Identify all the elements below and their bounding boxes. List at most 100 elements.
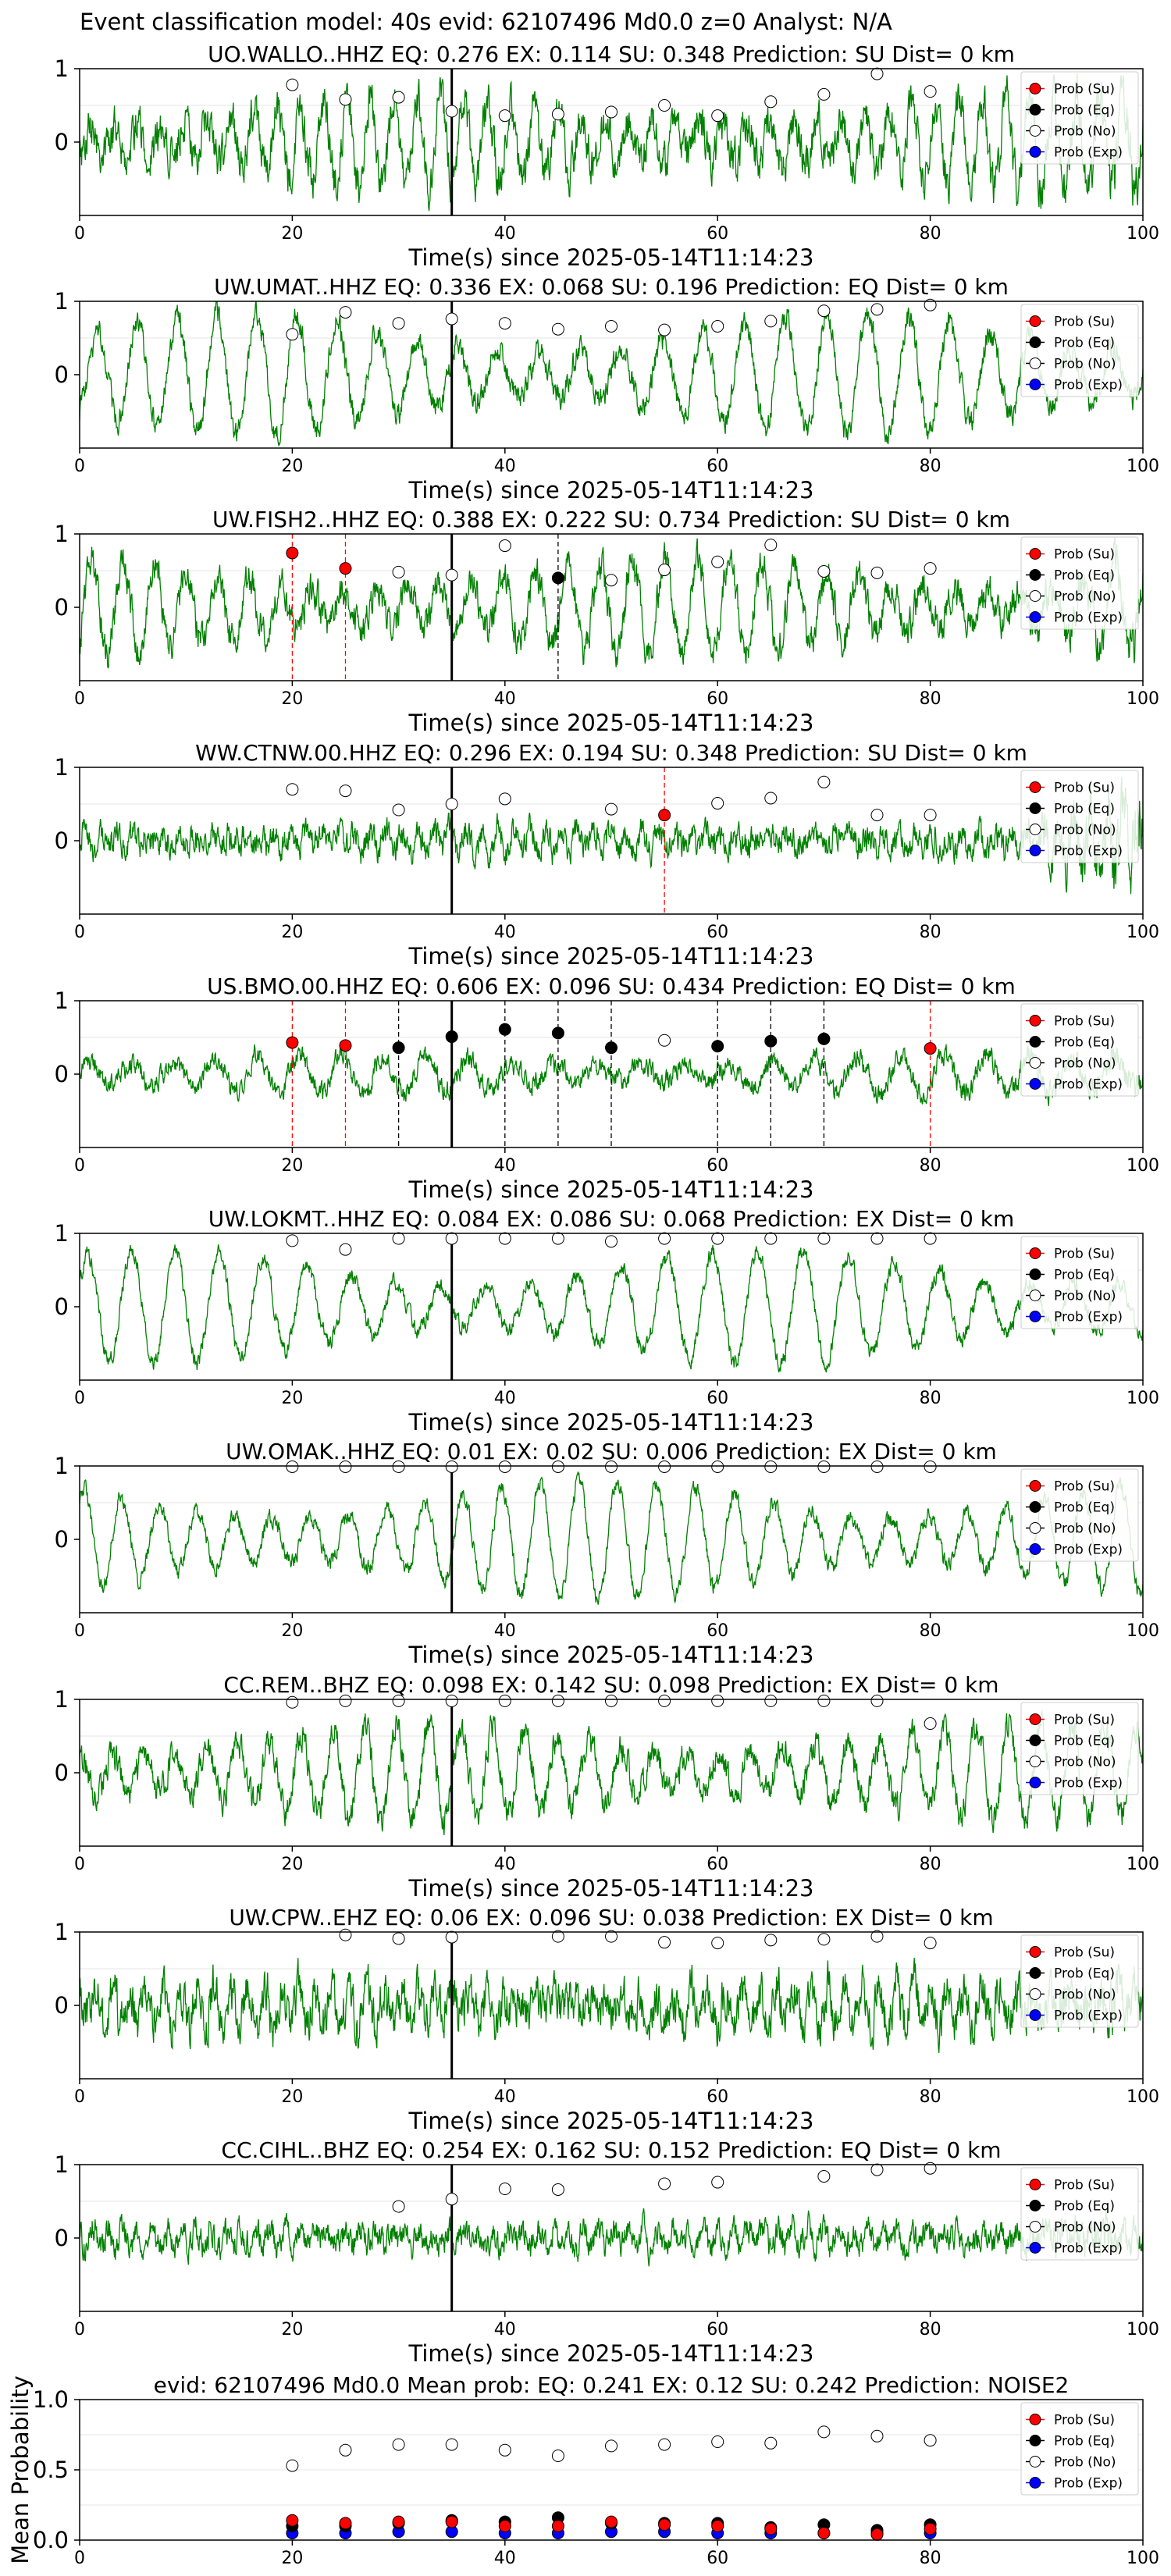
y-tick-label: 0 <box>55 1759 69 1786</box>
plot-area <box>80 301 1143 448</box>
legend-label-su: Prob (Su) <box>1054 1014 1115 1030</box>
x-tick-label: 100 <box>1127 457 1159 476</box>
prob-no-point <box>392 317 405 330</box>
legend-marker-su <box>1029 1713 1041 1725</box>
y-tick-label: 0 <box>55 2225 69 2251</box>
x-tick-label: 60 <box>707 2087 728 2107</box>
legend-box <box>1020 1468 1139 1562</box>
prob-no-point <box>498 792 511 806</box>
prob-su-point <box>817 2527 831 2539</box>
y-tick-label: 0 <box>55 594 69 621</box>
prob-no-point <box>551 1232 564 1245</box>
legend-box <box>1020 71 1139 165</box>
prob-no-point <box>924 1937 937 1950</box>
prob-no-point <box>445 568 458 582</box>
prob-no-point <box>658 323 671 336</box>
prob-eq-point <box>445 1030 458 1044</box>
prob-no-point <box>658 1936 671 1949</box>
legend-marker-eq <box>1029 1501 1041 1513</box>
waveform-trace <box>80 1244 1143 1373</box>
legend-box <box>1020 1934 1139 2028</box>
prob-no-point <box>286 1460 299 1473</box>
x-tick-label: 0 <box>74 2549 85 2568</box>
y-tick-label: 0 <box>55 1061 69 1087</box>
legend-marker-su <box>1029 548 1041 560</box>
prob-no-point <box>339 785 352 798</box>
prob-no-point <box>870 67 884 80</box>
prob-no-point <box>498 109 511 123</box>
prob-no-point <box>764 95 778 109</box>
legend-label-no: Prob (No) <box>1054 1987 1116 2003</box>
x-tick-label: 60 <box>707 2320 728 2339</box>
x-tick-label: 0 <box>74 2320 85 2339</box>
prob-no-point <box>870 1460 884 1473</box>
legend-marker-eq <box>1029 1967 1041 1979</box>
prob-no-point <box>924 1717 937 1731</box>
prob-no-point <box>605 319 618 333</box>
legend-label-eq: Prob (Eq) <box>1054 802 1115 817</box>
prob-no-point <box>339 93 352 106</box>
prob-no-point <box>286 1695 299 1709</box>
prob-su-point <box>286 1036 299 1049</box>
legend-marker-exp <box>1029 2242 1041 2254</box>
x-tick-label: 100 <box>1127 2087 1159 2107</box>
prob-no-point <box>924 1460 937 1473</box>
prob-su-point <box>339 2517 352 2530</box>
panel-title: WW.CTNW.00.HHZ EQ: 0.296 EX: 0.194 SU: 0… <box>195 740 1027 766</box>
legend-label-su: Prob (Su) <box>1054 2413 1115 2428</box>
prob-su-point <box>286 2514 299 2527</box>
legend-marker-no <box>1029 358 1041 369</box>
legend-marker-exp <box>1029 845 1041 856</box>
plot-area <box>80 69 1143 215</box>
legend-marker-su <box>1029 1480 1041 1492</box>
prob-su-point <box>764 2522 778 2535</box>
prob-no-point <box>605 1694 618 1707</box>
legend-label-exp: Prob (Exp) <box>1054 1776 1123 1791</box>
legend-marker-exp <box>1029 379 1041 390</box>
x-tick-label: 20 <box>281 1855 303 1874</box>
prob-su-point <box>658 2518 671 2532</box>
x-tick-label: 20 <box>281 1621 303 1641</box>
prob-su-point <box>605 2515 618 2528</box>
prob-no-point <box>764 1232 778 1245</box>
legend-label-su: Prob (Su) <box>1054 1713 1115 1728</box>
x-tick-label: 20 <box>281 2087 303 2107</box>
prob-no-point <box>339 2443 352 2457</box>
plot-area <box>80 2165 1143 2311</box>
prob-no-point <box>445 1460 458 1473</box>
legend-marker-eq <box>1029 802 1041 814</box>
prob-eq-point <box>817 1032 831 1045</box>
y-tick-label: 1 <box>55 2151 69 2178</box>
legend-label-no: Prob (No) <box>1054 589 1116 605</box>
legend-marker-exp <box>1029 2009 1041 2021</box>
prob-no-point <box>870 2163 884 2176</box>
x-tick-label: 60 <box>707 689 728 709</box>
prob-no-point <box>551 322 564 336</box>
x-tick-label: 0 <box>74 689 85 709</box>
prob-no-point <box>711 319 724 333</box>
waveform-trace <box>80 777 1143 895</box>
legend-box <box>1020 2167 1139 2261</box>
x-tick-label: 100 <box>1127 1156 1159 1176</box>
y-axis-label: Mean Probability <box>7 2375 34 2564</box>
waveform-trace <box>80 1471 1143 1605</box>
axes-frame <box>79 1233 1144 1381</box>
panel-3: WW.CTNW.00.HHZ EQ: 0.296 EX: 0.194 SU: 0… <box>55 740 1159 970</box>
legend-label-no: Prob (No) <box>1054 1521 1116 1537</box>
prob-no-point <box>392 1932 405 1945</box>
legend-marker-eq <box>1029 1268 1041 1280</box>
prob-su-point <box>498 2520 511 2532</box>
prob-no-point <box>445 2193 458 2206</box>
legend-label-eq: Prob (Eq) <box>1054 1734 1115 1749</box>
prob-no-point <box>498 539 511 553</box>
prob-eq-point <box>392 1041 405 1055</box>
legend-box <box>1020 1236 1139 1329</box>
legend-marker-su <box>1029 781 1041 793</box>
x-axis-label: Time(s) since 2025-05-14T11:14:23 <box>408 2108 814 2134</box>
prob-su-point <box>286 546 299 560</box>
legend-label-eq: Prob (Eq) <box>1054 336 1115 351</box>
prob-eq-point <box>551 1026 564 1040</box>
panel-9: CC.CIHL..BHZ EQ: 0.254 EX: 0.162 SU: 0.1… <box>55 2137 1159 2367</box>
x-tick-label: 20 <box>281 2320 303 2339</box>
